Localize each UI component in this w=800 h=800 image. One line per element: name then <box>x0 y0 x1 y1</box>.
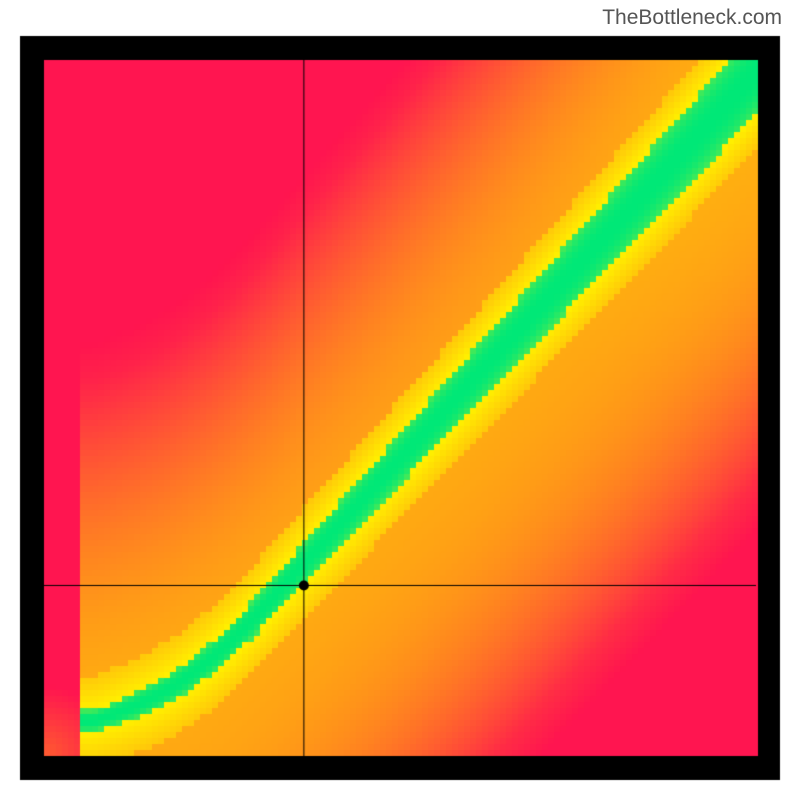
attribution-label: TheBottleneck.com <box>602 6 782 30</box>
bottleneck-heatmap-chart: TheBottleneck.com <box>0 0 800 800</box>
heatmap-canvas <box>0 0 800 800</box>
